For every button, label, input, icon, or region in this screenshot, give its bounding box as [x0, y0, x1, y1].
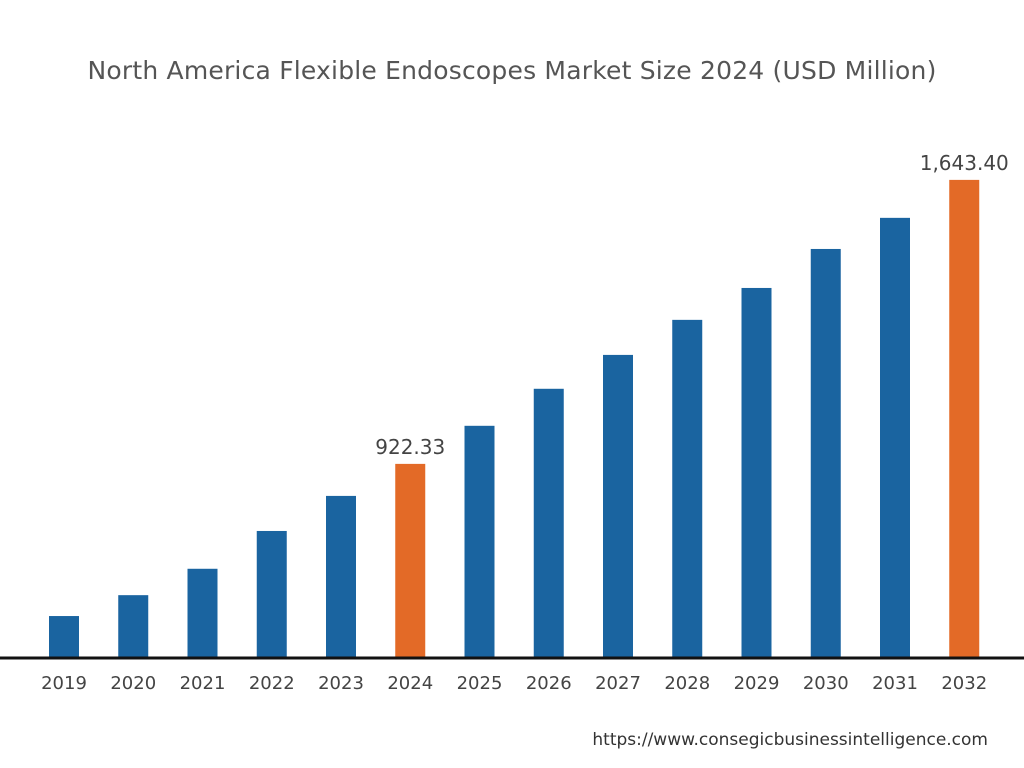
x-tick-label: 2025 — [457, 673, 503, 694]
bar-2032 — [949, 179, 980, 657]
chart-title: North America Flexible Endoscopes Market… — [87, 56, 937, 85]
bar-2026 — [533, 388, 564, 657]
x-tick-label: 2020 — [110, 673, 156, 694]
bar-2028 — [672, 319, 703, 657]
bar-2027 — [603, 354, 633, 657]
data-label: 1,643.40 — [920, 151, 1009, 175]
bar-2023 — [326, 495, 356, 657]
x-tick-label: 2028 — [664, 673, 710, 694]
bar-2021 — [187, 568, 218, 657]
bar-2020 — [118, 595, 149, 657]
x-tick-label: 2022 — [249, 673, 295, 694]
data-label: 922.33 — [375, 435, 445, 459]
x-tick-label: 2032 — [941, 673, 987, 694]
bar-2022 — [256, 530, 287, 657]
x-tick-label: 2031 — [872, 673, 918, 694]
x-tick-label: 2024 — [387, 673, 433, 694]
bar-2030 — [810, 248, 841, 658]
x-tick-label: 2023 — [318, 673, 364, 694]
bar-2031 — [880, 217, 910, 658]
x-tick-label: 2026 — [526, 673, 572, 694]
source-link[interactable]: https://www.consegicbusinessintelligence… — [592, 730, 988, 750]
bar-2024 — [395, 463, 426, 657]
x-tick-label: 2027 — [595, 673, 641, 694]
bar-2029 — [741, 287, 772, 657]
x-tick-label: 2029 — [734, 673, 780, 694]
x-tick-label: 2030 — [803, 673, 849, 694]
bar-2019 — [49, 616, 79, 657]
x-tick-label: 2021 — [180, 673, 226, 694]
bar-2025 — [464, 425, 495, 657]
x-tick-label: 2019 — [41, 673, 87, 694]
